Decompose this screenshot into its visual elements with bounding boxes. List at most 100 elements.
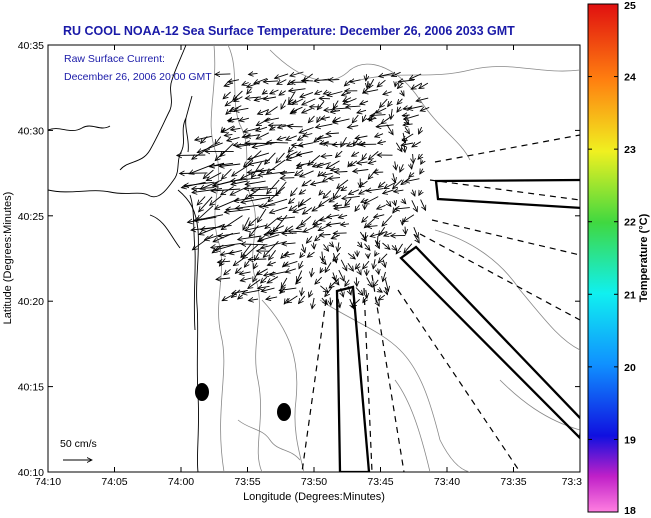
current-vector: [277, 137, 287, 140]
current-vector: [308, 115, 315, 123]
current-vector: [364, 243, 370, 251]
current-vector: [323, 190, 332, 199]
current-vector: [222, 168, 232, 179]
current-vector: [366, 189, 384, 191]
current-vector: [302, 244, 305, 253]
current-vector: [265, 152, 276, 164]
current-vector: [270, 272, 286, 275]
current-vector: [396, 243, 403, 254]
current-note-title: Raw Surface Current:: [64, 53, 165, 65]
current-vector: [409, 173, 415, 178]
current-vector: [290, 71, 304, 76]
x-axis: 74:10 74:05 74:00 73:55 73:50 73:45 73:40 73:35…: [35, 45, 582, 488]
current-vector: [331, 235, 341, 239]
current-vector: [211, 242, 242, 247]
current-vector: [300, 170, 314, 177]
current-vector: [363, 90, 379, 93]
current-vector: [293, 98, 304, 104]
colorbar-tick-label: 20: [624, 362, 636, 374]
current-vector: [365, 232, 366, 240]
current-vector: [221, 186, 234, 195]
current-vector: [350, 80, 361, 82]
current-vector: [219, 164, 241, 167]
current-vector: [300, 197, 312, 205]
current-vector: [299, 295, 306, 304]
current-vector: [341, 136, 347, 147]
station-marker: [195, 383, 209, 401]
x-tick-label: 74:05: [101, 476, 127, 488]
x-tick-label: 74:10: [35, 476, 61, 488]
current-vector: [303, 207, 313, 215]
current-vector: [251, 188, 278, 190]
current-vector: [281, 277, 288, 288]
current-vector: [360, 101, 369, 104]
y-tick-label: 40:10: [18, 467, 44, 479]
current-vector: [258, 234, 280, 242]
current-vector: [367, 226, 378, 227]
current-vector: [383, 190, 394, 194]
current-vector: [400, 164, 404, 172]
current-vector: [322, 173, 333, 175]
current-vector: [261, 288, 275, 291]
current-vector: [270, 206, 288, 213]
current-vector: [281, 99, 287, 109]
current-vector: [239, 272, 251, 274]
current-vector: [200, 179, 222, 189]
current-vector: [382, 242, 390, 249]
current-vector: [282, 243, 296, 244]
current-vector: [266, 297, 278, 299]
current-vector: [249, 73, 258, 74]
x-tick-label: 74:00: [168, 476, 194, 488]
current-vector: [355, 136, 368, 138]
current-vector: [329, 243, 333, 247]
current-vector: [383, 92, 392, 95]
current-vector: [329, 195, 342, 203]
current-vector: [336, 150, 343, 157]
current-vector: [254, 262, 257, 269]
current-vector: [264, 118, 279, 121]
current-vector: [341, 224, 350, 225]
current-vector: [380, 98, 388, 107]
current-vector: [347, 126, 359, 128]
current-vector: [392, 72, 401, 76]
current-vector: [353, 170, 369, 172]
current-vector: [249, 159, 270, 165]
current-vector: [367, 118, 377, 119]
current-vector: [376, 125, 394, 127]
current-vector: [397, 98, 403, 105]
current-vector: [311, 267, 312, 277]
station-marker: [277, 403, 291, 421]
current-vector: [362, 153, 367, 160]
current-vector: [215, 136, 222, 145]
y-tick-label: 40:20: [18, 296, 44, 308]
current-vector: [383, 259, 385, 268]
current-vector: [257, 268, 268, 275]
current-vector: [404, 243, 413, 253]
current-vector: [314, 79, 330, 81]
current-vector: [296, 226, 306, 229]
vector-scale-label: 50 cm/s: [60, 438, 97, 450]
current-vector: [315, 91, 323, 94]
current-vector: [345, 198, 352, 206]
colorbar-tick-label: 21: [624, 289, 636, 301]
current-vector: [416, 98, 429, 101]
current-vector: [341, 287, 344, 297]
current-vector: [321, 258, 326, 265]
current-vector: [325, 262, 332, 273]
current-vector: [287, 295, 298, 303]
current-vector: [221, 215, 243, 230]
current-vector: [357, 162, 368, 163]
current-vector: [307, 251, 315, 257]
current-vector: [234, 108, 249, 111]
current-vector: [355, 204, 360, 212]
current-vector: [248, 152, 270, 159]
current-vector: [343, 98, 357, 105]
current-vector: [210, 195, 222, 205]
current-vector: [180, 173, 208, 174]
current-vector: [338, 215, 348, 217]
current-vector: [276, 152, 285, 163]
current-vector: [317, 116, 321, 123]
current-vector: [267, 276, 279, 283]
current-vector: [333, 118, 350, 123]
